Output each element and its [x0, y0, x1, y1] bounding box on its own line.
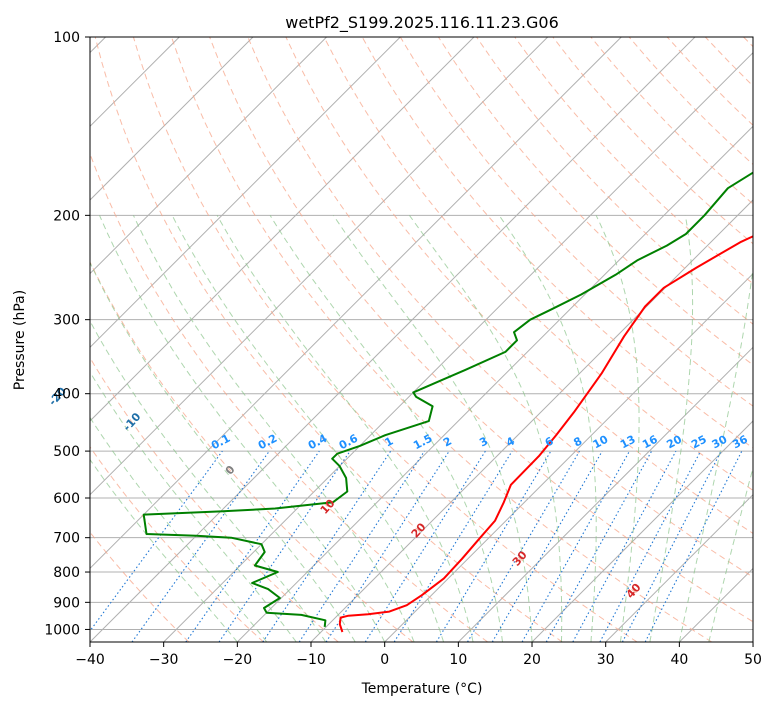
x-tick-label: 0	[380, 652, 389, 668]
mixing-ratio-line	[364, 450, 486, 642]
moist-adiabat	[269, 215, 504, 642]
mixing-ratio-label: 30	[710, 433, 730, 452]
moist-adiabat	[595, 215, 640, 642]
y-tick-label: 900	[53, 595, 80, 611]
isotherm	[90, 37, 254, 201]
moist-adiabat	[90, 261, 356, 642]
mixing-ratio-line	[545, 450, 653, 642]
mixing-ratio-line	[393, 450, 513, 642]
y-tick-label: 600	[53, 491, 80, 507]
mixing-ratio-line	[218, 450, 351, 642]
y-tick-label: 200	[53, 208, 80, 224]
dry-adiabat	[514, 37, 753, 285]
mixing-ratio-line	[435, 450, 552, 642]
mixing-ratio-line	[185, 450, 320, 642]
moist-adiabat	[90, 320, 327, 642]
moist-adiabat	[132, 215, 415, 642]
mixing-ratio-label: 10	[591, 433, 611, 452]
mixing-ratio-label: 25	[689, 433, 709, 452]
dry-adiabat	[171, 37, 713, 642]
y-axis: 1000 900 800 700 600 500 400 300 200 100	[44, 30, 90, 638]
moist-adiabat	[332, 215, 533, 642]
dry-adiabat	[209, 37, 753, 623]
y-tick-label: 800	[53, 565, 80, 581]
dry-adiabat	[90, 356, 339, 642]
moist-adiabat	[678, 264, 753, 642]
isotherm	[531, 420, 753, 642]
moist-adiabat	[90, 458, 238, 642]
x-tick-label: 10	[449, 652, 467, 668]
y-tick-label: 400	[53, 387, 80, 403]
moist-adiabat	[408, 215, 563, 642]
moist-adiabat	[90, 416, 268, 642]
x-axis: −40 −30 −20 −10 0 10 20 30 40 50	[75, 642, 762, 668]
dry-adiabat	[132, 37, 638, 642]
mixing-ratio-label: 13	[618, 433, 638, 452]
mixing-ratio-line	[521, 450, 630, 642]
x-tick-label: 30	[597, 652, 615, 668]
dewpoint-profile-line	[142, 171, 753, 628]
x-tick-label: −20	[223, 652, 253, 668]
x-tick-label: 50	[744, 652, 762, 668]
moist-adiabat	[90, 370, 297, 642]
x-tick-label: 20	[523, 652, 541, 668]
mixing-ratio-label: 20	[664, 433, 684, 452]
isotherm	[90, 37, 401, 349]
y-tick-label: 1000	[44, 622, 80, 638]
moist-adiabat	[171, 215, 445, 642]
dry-adiabat	[247, 37, 753, 578]
temperature-profile-line	[338, 235, 753, 633]
isotherm	[90, 37, 475, 422]
chart-title: wetPf2_S199.2025.116.11.23.G06	[285, 13, 559, 33]
isotherm	[90, 37, 696, 642]
moist-adiabat	[99, 215, 386, 642]
isotherm	[90, 37, 327, 275]
mixing-ratio-line	[325, 450, 450, 642]
dry-adiabat	[323, 37, 753, 491]
moist-adiabat	[498, 215, 597, 642]
grid-layer	[90, 37, 753, 642]
mixing-ratio-label: 36	[730, 433, 750, 452]
x-tick-label: −40	[75, 652, 105, 668]
mixing-ratio-label: 16	[640, 433, 660, 452]
y-tick-label: 500	[53, 444, 80, 460]
mixing-ratio-line	[572, 450, 677, 642]
y-tick-label: 700	[53, 531, 80, 547]
moist-adiabat	[216, 215, 474, 642]
dry-adiabat	[285, 37, 753, 535]
x-tick-label: −30	[149, 652, 179, 668]
dry-adiabat	[90, 446, 264, 642]
plot-frame	[89, 36, 754, 643]
isotherm	[90, 37, 622, 570]
x-tick-label: −10	[296, 652, 326, 668]
y-tick-label: 300	[53, 313, 80, 329]
isotherm	[458, 346, 753, 642]
profile-layer	[142, 171, 753, 633]
dry-adiabat	[94, 37, 563, 642]
isotherm	[163, 51, 753, 642]
mixing-ratio-line	[467, 450, 580, 642]
y-axis-title: Pressure (hPa)	[12, 290, 28, 390]
isotherm	[236, 125, 753, 642]
mixing-ratio-line	[491, 450, 603, 642]
dry-adiabat	[476, 37, 753, 325]
y-tick-label: 100	[53, 30, 80, 46]
isotherm	[90, 37, 549, 496]
x-tick-label: 40	[670, 652, 688, 668]
isotherm	[605, 493, 753, 642]
x-axis-title: Temperature (°C)	[361, 681, 483, 697]
moist-adiabat	[649, 215, 694, 642]
isotherm	[384, 272, 753, 642]
